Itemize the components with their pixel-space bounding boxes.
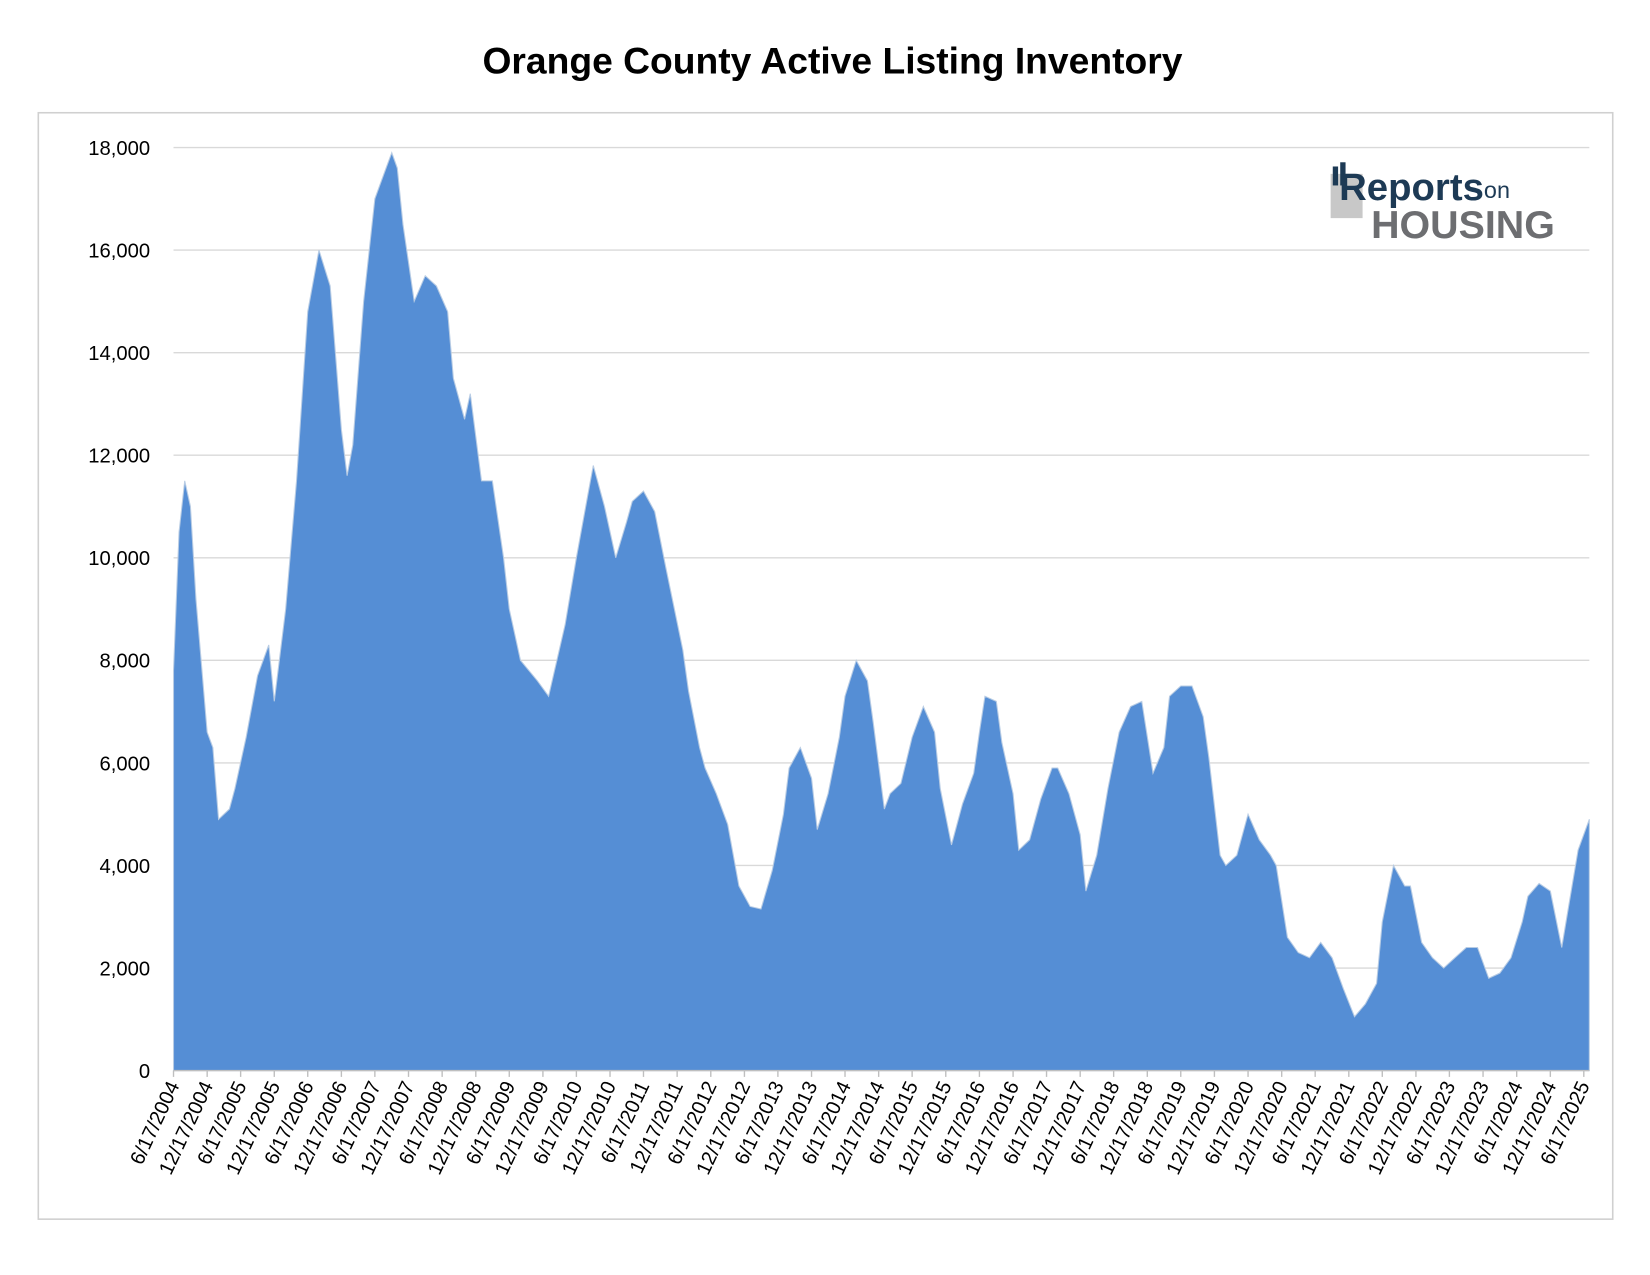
chart-title: Orange County Active Listing Inventory (482, 40, 1182, 82)
y-tick-label: 10,000 (88, 548, 150, 570)
y-tick-label: 4,000 (100, 856, 151, 878)
logo-bar (1340, 162, 1346, 186)
y-tick-label: 12,000 (88, 446, 150, 468)
logo-text: Reports (1339, 166, 1484, 209)
y-tick-label: 6,000 (100, 753, 151, 775)
y-tick-label: 18,000 (88, 138, 150, 160)
y-tick-label: 0 (139, 1061, 150, 1083)
y-tick-label: 14,000 (88, 343, 150, 365)
logo-bar (1332, 166, 1339, 186)
y-tick-label: 16,000 (88, 241, 150, 263)
chart-frame (37, 111, 1614, 1220)
logo-text: HOUSING (1371, 204, 1555, 247)
y-tick-label: 2,000 (100, 958, 151, 980)
area (172, 151, 1590, 1072)
logo-text: on (1484, 177, 1510, 203)
logo: Reports on HOUSING (1330, 162, 1555, 247)
y-tick-label: 8,000 (100, 651, 151, 673)
